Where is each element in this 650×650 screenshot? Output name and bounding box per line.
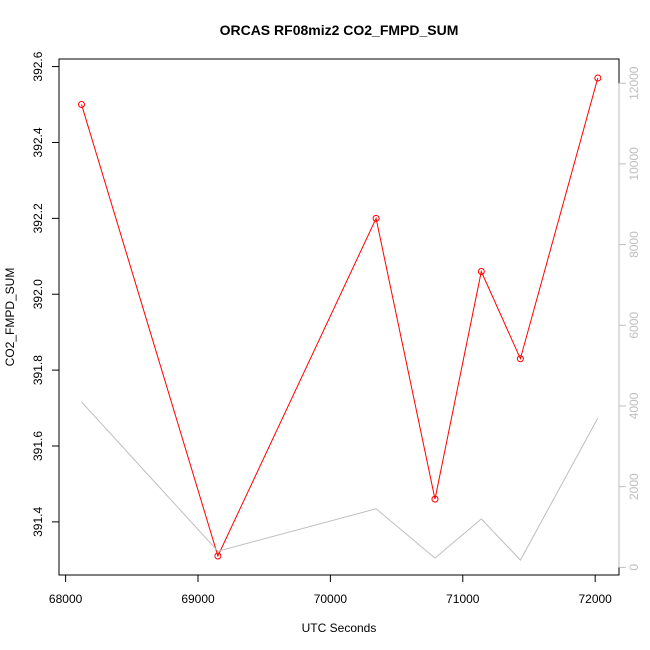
secondary-series-line [81, 401, 599, 561]
y-axis-label: CO2_FMPD_SUM [3, 268, 17, 367]
data-point [594, 74, 602, 82]
data-point [431, 495, 439, 503]
y-tick-label: 391.8 [31, 355, 45, 385]
x-axis-label: UTC Seconds [302, 621, 377, 635]
x-tick-label: 68000 [49, 592, 83, 606]
data-point [516, 355, 524, 363]
y-tick-label: 391.6 [31, 431, 45, 461]
y-tick-label: 392.6 [31, 51, 45, 81]
y2-tick-label: 6000 [627, 312, 641, 339]
x-tick-label: 71000 [446, 592, 480, 606]
x-tick-label: 72000 [578, 592, 612, 606]
series-layer [78, 74, 602, 561]
y-tick-label: 392.4 [31, 127, 45, 157]
y2-tick-label: 8000 [627, 231, 641, 258]
y2-tick-label: 2000 [627, 473, 641, 500]
data-point [372, 214, 380, 222]
series-line [81, 77, 599, 558]
x-tick-label: 69000 [181, 592, 215, 606]
x-tick-label: 70000 [314, 592, 348, 606]
secondary-y-axis: 0 2000 4000 6000 8000 10000 12000 [618, 66, 641, 571]
x-axis: 68000 69000 70000 71000 72000 [49, 574, 612, 606]
y-tick-label: 392.2 [31, 203, 45, 233]
y2-tick-label: 0 [627, 564, 641, 571]
y-tick-label: 391.4 [31, 507, 45, 537]
data-point [477, 267, 485, 275]
data-point [78, 101, 86, 109]
chart-title: ORCAS RF08miz2 CO2_FMPD_SUM [220, 22, 459, 38]
y2-tick-label: 4000 [627, 392, 641, 419]
y2-tick-label: 10000 [627, 147, 641, 181]
y-axis: 391.4 391.6 391.8 392.0 392.2 392.4 392.6 [31, 51, 60, 537]
y-tick-label: 392.0 [31, 279, 45, 309]
data-point [214, 552, 222, 560]
y2-tick-label: 12000 [627, 66, 641, 100]
